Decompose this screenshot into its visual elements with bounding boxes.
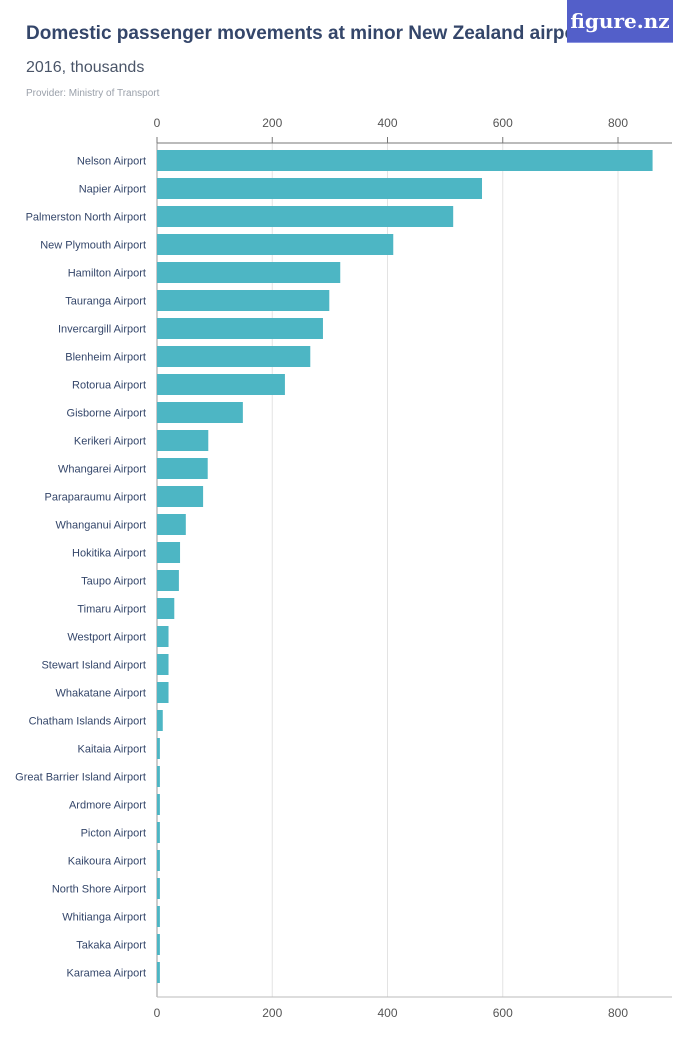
provider-text: Provider: Ministry of Transport	[26, 88, 160, 99]
category-label: Chatham Islands Airport	[29, 716, 146, 728]
bar	[157, 290, 330, 311]
bar	[157, 654, 169, 675]
figure-nz-logo[interactable]: figure.nz	[567, 0, 673, 43]
category-label: Palmerston North Airport	[26, 212, 146, 224]
category-label: Gisborne Airport	[67, 408, 146, 420]
bar	[157, 850, 160, 871]
bottom-tick-label: 800	[608, 1006, 628, 1020]
category-label: New Plymouth Airport	[40, 240, 146, 252]
category-label: Paraparaumu Airport	[45, 492, 147, 504]
bottom-tick-label: 600	[493, 1006, 513, 1020]
category-label: Hamilton Airport	[68, 268, 146, 280]
category-label: Whangarei Airport	[58, 464, 146, 476]
bar	[157, 766, 160, 787]
bar	[157, 514, 186, 535]
category-label: Rotorua Airport	[72, 380, 146, 392]
category-label: Tauranga Airport	[65, 296, 146, 308]
bottom-tick-label: 0	[154, 1006, 161, 1020]
bar	[157, 822, 160, 843]
bar	[157, 794, 160, 815]
category-label: Kerikeri Airport	[74, 436, 146, 448]
category-label: Ardmore Airport	[69, 800, 146, 812]
bar	[157, 878, 160, 899]
category-label: North Shore Airport	[52, 884, 146, 896]
bar	[157, 178, 483, 199]
category-label: Timaru Airport	[77, 604, 146, 616]
bar	[157, 626, 169, 647]
category-label: Taupo Airport	[81, 576, 146, 588]
bar	[157, 570, 179, 591]
category-label: Kaikoura Airport	[68, 856, 146, 868]
bar	[157, 906, 160, 927]
category-label: Hokitika Airport	[72, 548, 146, 560]
chart-title: Domestic passenger movements at minor Ne…	[26, 23, 601, 44]
bar	[157, 710, 163, 731]
category-label: Karamea Airport	[67, 968, 146, 980]
bar	[157, 234, 394, 255]
bar	[157, 346, 311, 367]
category-label: Picton Airport	[81, 828, 146, 840]
category-label: Blenheim Airport	[65, 352, 146, 364]
category-label: Invercargill Airport	[58, 324, 146, 336]
bar	[157, 150, 653, 171]
bar	[157, 430, 209, 451]
bar	[157, 934, 160, 955]
bottom-tick-label: 200	[262, 1006, 282, 1020]
bar	[157, 738, 160, 759]
top-tick-label: 400	[377, 116, 397, 130]
top-tick-label: 800	[608, 116, 628, 130]
top-tick-label: 200	[262, 116, 282, 130]
category-label: Whitianga Airport	[62, 912, 146, 924]
bottom-tick-label: 400	[377, 1006, 397, 1020]
bar	[157, 374, 285, 395]
bar	[157, 458, 208, 479]
category-label: Kaitaia Airport	[78, 744, 146, 756]
category-label: Takaka Airport	[76, 940, 146, 952]
bar	[157, 962, 160, 983]
bar	[157, 206, 454, 227]
top-tick-label: 0	[154, 116, 161, 130]
bar	[157, 598, 175, 619]
bar	[157, 318, 323, 339]
bar	[157, 682, 169, 703]
bar	[157, 542, 181, 563]
chart-subtitle: 2016, thousands	[26, 59, 145, 76]
category-label: Westport Airport	[67, 632, 146, 644]
bar	[157, 402, 243, 423]
category-label: Great Barrier Island Airport	[15, 772, 146, 784]
top-tick-label: 600	[493, 116, 513, 130]
category-label: Stewart Island Airport	[41, 660, 146, 672]
category-label: Nelson Airport	[77, 156, 146, 168]
category-label: Whanganui Airport	[56, 520, 147, 532]
bar	[157, 262, 341, 283]
category-label: Whakatane Airport	[56, 688, 147, 700]
category-label: Napier Airport	[79, 184, 146, 196]
bar	[157, 486, 204, 507]
